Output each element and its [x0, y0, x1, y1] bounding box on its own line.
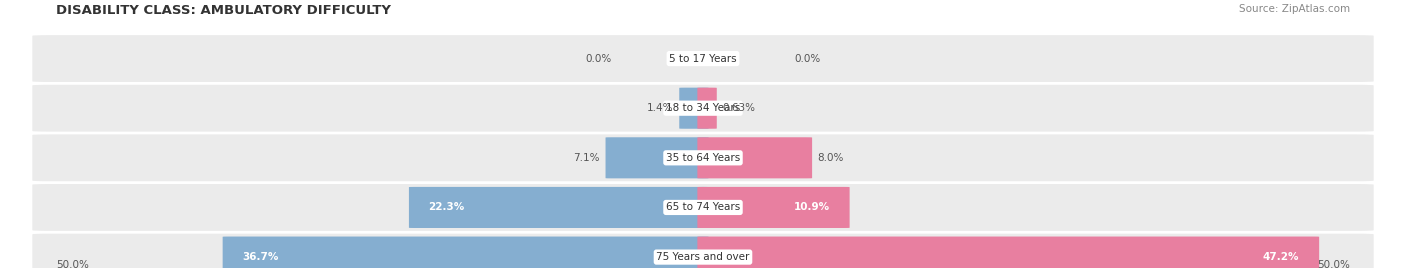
FancyBboxPatch shape — [697, 237, 1319, 268]
Text: 5 to 17 Years: 5 to 17 Years — [669, 54, 737, 64]
Text: 65 to 74 Years: 65 to 74 Years — [666, 202, 740, 213]
FancyBboxPatch shape — [606, 137, 709, 178]
Text: 47.2%: 47.2% — [1263, 252, 1299, 262]
FancyBboxPatch shape — [32, 234, 1374, 268]
FancyBboxPatch shape — [32, 184, 1374, 231]
FancyBboxPatch shape — [697, 187, 849, 228]
Text: 8.0%: 8.0% — [818, 153, 844, 163]
Text: Source: ZipAtlas.com: Source: ZipAtlas.com — [1239, 4, 1350, 14]
Text: 7.1%: 7.1% — [574, 153, 600, 163]
Text: 35 to 64 Years: 35 to 64 Years — [666, 153, 740, 163]
Text: 22.3%: 22.3% — [429, 202, 465, 213]
Text: 50.0%: 50.0% — [56, 260, 89, 268]
Text: DISABILITY CLASS: AMBULATORY DIFFICULTY: DISABILITY CLASS: AMBULATORY DIFFICULTY — [56, 4, 391, 17]
Text: 1.4%: 1.4% — [647, 103, 673, 113]
FancyBboxPatch shape — [32, 134, 1374, 181]
Text: 50.0%: 50.0% — [1317, 260, 1350, 268]
Text: 0.0%: 0.0% — [585, 54, 612, 64]
FancyBboxPatch shape — [679, 88, 709, 129]
FancyBboxPatch shape — [222, 237, 709, 268]
FancyBboxPatch shape — [697, 88, 717, 129]
Text: 0.0%: 0.0% — [794, 54, 821, 64]
FancyBboxPatch shape — [32, 35, 1374, 82]
FancyBboxPatch shape — [697, 137, 813, 178]
Text: 75 Years and over: 75 Years and over — [657, 252, 749, 262]
Text: 0.63%: 0.63% — [723, 103, 755, 113]
FancyBboxPatch shape — [32, 85, 1374, 132]
Text: 10.9%: 10.9% — [794, 202, 830, 213]
Text: 36.7%: 36.7% — [242, 252, 278, 262]
Text: 18 to 34 Years: 18 to 34 Years — [666, 103, 740, 113]
FancyBboxPatch shape — [409, 187, 709, 228]
